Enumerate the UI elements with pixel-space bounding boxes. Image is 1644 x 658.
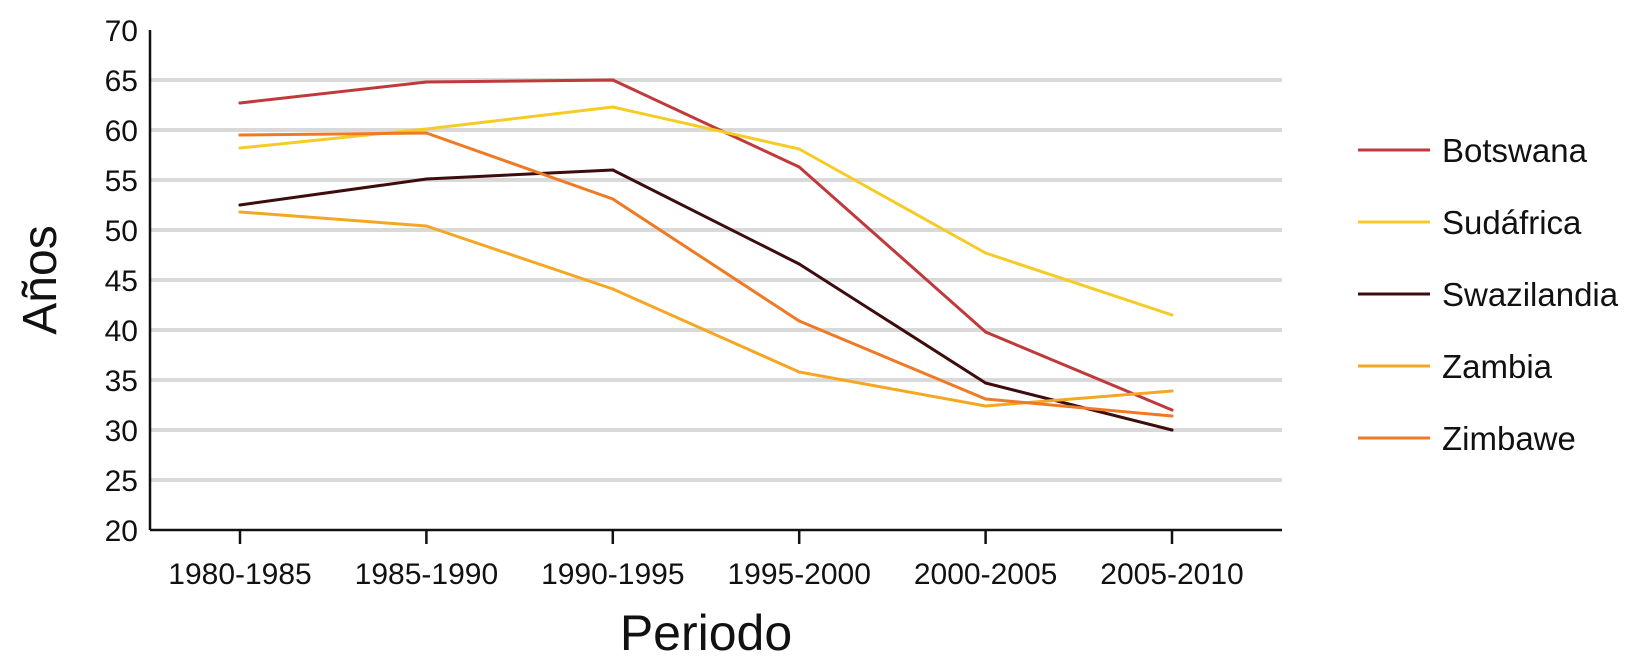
series-line-sudáfrica [238, 105, 1174, 317]
data-point [1170, 428, 1174, 432]
data-point [238, 101, 242, 105]
y-tick-label: 45 [105, 265, 138, 298]
data-point [424, 80, 428, 84]
y-tick-label: 30 [105, 415, 138, 448]
series-line-swazilandia [238, 168, 1174, 432]
legend-label: Swazilandia [1442, 276, 1619, 313]
y-tick-label: 20 [105, 515, 138, 548]
legend: Botswana Sudáfrica Swazilandia Zambia Zimbaw… [1358, 132, 1619, 457]
axes [148, 30, 1282, 532]
series-line-zimbabwe [238, 131, 1174, 418]
legend-label: Zambia [1442, 348, 1553, 385]
data-point [611, 168, 615, 172]
data-point [611, 78, 615, 82]
data-point [238, 146, 242, 150]
x-tick-label: 1985-1990 [355, 558, 498, 591]
y-tick-label: 40 [105, 315, 138, 348]
data-point [797, 147, 801, 151]
data-point [797, 319, 801, 323]
data-point [797, 165, 801, 169]
data-point [238, 203, 242, 207]
data-point [1170, 408, 1174, 412]
data-point [238, 133, 242, 137]
y-tick-label: 70 [105, 15, 138, 48]
data-point [984, 381, 988, 385]
series-lines [238, 78, 1174, 432]
legend-label: Botswana [1442, 132, 1588, 169]
data-point [1170, 414, 1174, 418]
x-tick-label: 1995-2000 [727, 558, 870, 591]
y-tick-label: 35 [105, 365, 138, 398]
data-point [984, 251, 988, 255]
data-point [611, 287, 615, 291]
x-axis-title: Periodo [620, 605, 792, 658]
data-point [984, 397, 988, 401]
data-point [984, 404, 988, 408]
data-point [984, 330, 988, 334]
y-tick-label: 55 [105, 165, 138, 198]
data-point [1170, 313, 1174, 317]
data-point [424, 224, 428, 228]
data-point [797, 370, 801, 374]
gridlines [150, 78, 1282, 482]
data-point [424, 131, 428, 135]
data-point [424, 177, 428, 181]
y-axis-title: Años [14, 225, 67, 334]
y-tick-label: 60 [105, 115, 138, 148]
x-tick-labels: 1980-1985 1985-1990 1990-1995 1995-2000 2000… [168, 530, 1244, 591]
x-tick-label: 1980-1985 [168, 558, 311, 591]
data-point [238, 210, 242, 214]
legend-label: Zimbawe [1442, 420, 1576, 457]
data-point [1170, 389, 1174, 393]
x-tick-label: 1990-1995 [541, 558, 684, 591]
y-tick-labels: 20 25 30 35 40 45 50 55 60 65 70 [105, 15, 138, 548]
x-tick-label: 2005-2010 [1100, 558, 1243, 591]
y-tick-label: 25 [105, 465, 138, 498]
data-point [424, 127, 428, 131]
x-tick-label: 2000-2005 [914, 558, 1057, 591]
data-point [797, 262, 801, 266]
legend-label: Sudáfrica [1442, 204, 1582, 241]
y-tick-label: 50 [105, 215, 138, 248]
data-point [611, 197, 615, 201]
series-line-zambia [238, 210, 1174, 408]
series-line-botswana [238, 78, 1174, 412]
data-point [611, 105, 615, 109]
y-tick-label: 65 [105, 65, 138, 98]
